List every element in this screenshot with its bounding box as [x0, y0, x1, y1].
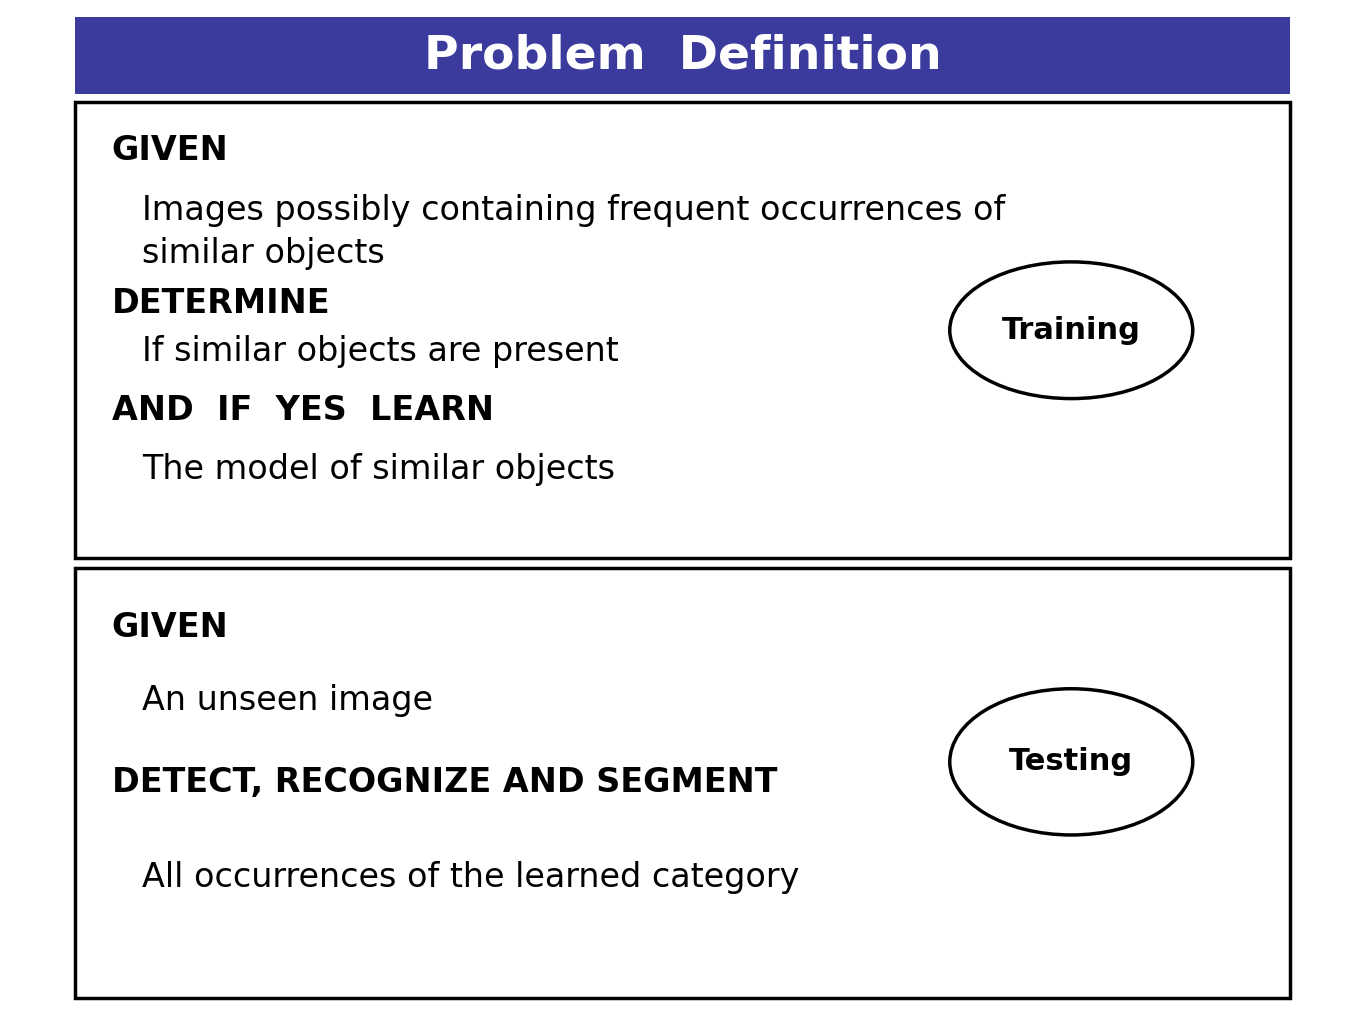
Text: GIVEN: GIVEN	[112, 611, 228, 644]
Text: DETERMINE: DETERMINE	[112, 287, 330, 319]
Text: An unseen image: An unseen image	[142, 684, 433, 718]
Text: The model of similar objects: The model of similar objects	[142, 454, 614, 486]
Bar	[75, 568, 1290, 998]
Text: Testing: Testing	[1009, 748, 1133, 776]
Text: Training: Training	[1002, 315, 1141, 345]
Bar	[75, 17, 1290, 94]
Bar	[75, 102, 1290, 558]
Text: If similar objects are present: If similar objects are present	[142, 335, 618, 368]
Text: GIVEN: GIVEN	[112, 134, 228, 167]
Ellipse shape	[950, 262, 1193, 398]
Text: All occurrences of the learned category: All occurrences of the learned category	[142, 861, 800, 894]
Text: DETECT, RECOGNIZE AND SEGMENT: DETECT, RECOGNIZE AND SEGMENT	[112, 766, 777, 799]
Text: Problem  Definition: Problem Definition	[423, 34, 942, 78]
Text: AND  IF  YES  LEARN: AND IF YES LEARN	[112, 394, 494, 427]
Ellipse shape	[950, 689, 1193, 835]
Text: Images possibly containing frequent occurrences of
similar objects: Images possibly containing frequent occu…	[142, 194, 1005, 270]
